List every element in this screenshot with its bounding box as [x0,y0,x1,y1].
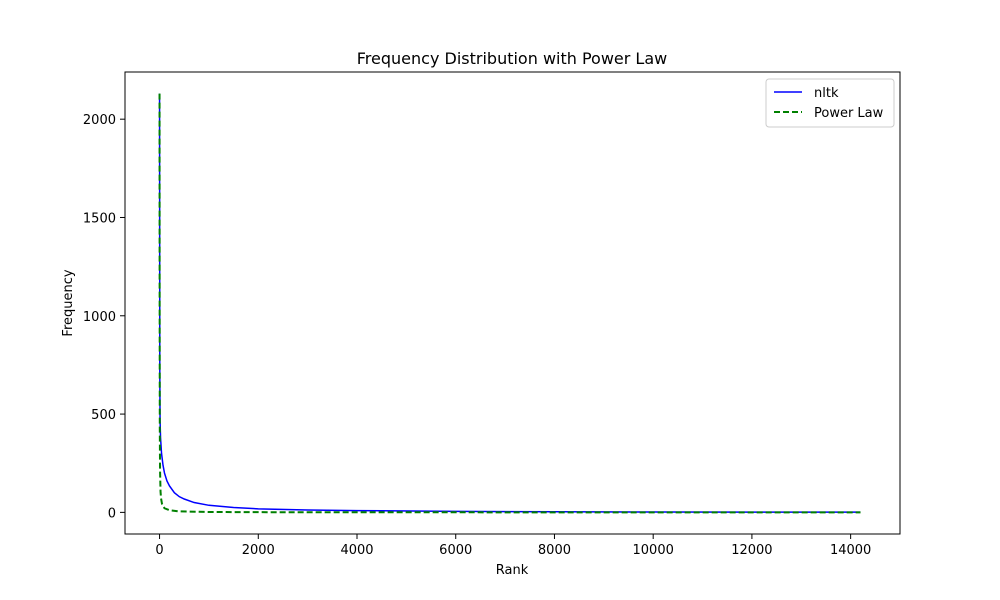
x-axis-label: Rank [496,563,529,578]
x-tick-label: 4000 [340,543,373,558]
y-tick-label: 0 [108,506,116,521]
series-line-power-law [158,93,861,514]
x-tick-label: 10000 [633,543,674,558]
y-tick-label: 1000 [83,310,116,325]
x-axis-ticks: 0 2000 4000 6000 8000 10000 12000 14000 [155,534,871,558]
x-tick-label: 0 [155,543,163,558]
x-tick-label: 6000 [439,543,472,558]
plot-area [158,93,861,514]
x-tick-label: 8000 [538,543,571,558]
series-line-nltk [158,93,861,513]
y-tick-label: 500 [91,408,116,423]
legend: nltk Power Law [765,78,895,128]
axes-frame [124,71,901,535]
y-tick-label: 1500 [83,211,116,226]
x-tick-label: 12000 [731,543,772,558]
x-tick-label: 2000 [242,543,275,558]
legend-box [765,78,895,128]
chart-title: Frequency Distribution with Power Law [357,49,667,68]
y-axis-ticks: 0 500 1000 1500 2000 [83,113,125,521]
y-axis-label: Frequency [61,269,76,336]
x-tick-label: 14000 [830,543,871,558]
legend-label-power-law: Power Law [814,106,884,121]
y-tick-label: 2000 [83,113,116,128]
legend-label-nltk: nltk [814,86,839,101]
